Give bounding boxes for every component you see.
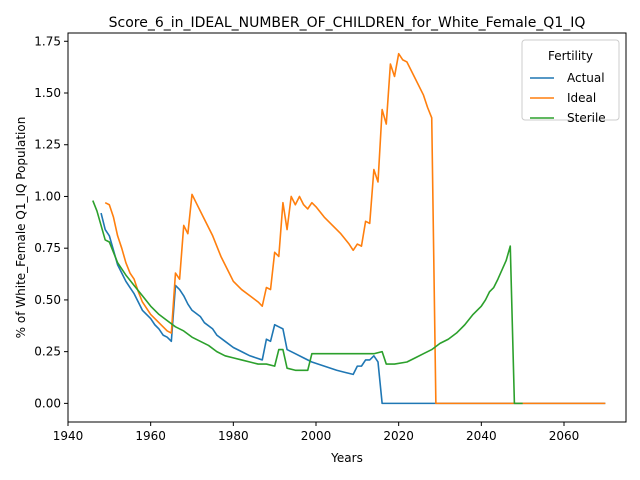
plot-frame [67, 32, 627, 423]
series-lines [92, 52, 606, 405]
series-line-actual [100, 212, 606, 405]
y-tick-label: 0.75 [34, 241, 61, 255]
legend-label-sterile: Sterile [567, 111, 606, 125]
y-axis-title: % of White_Female Q1_IQ Population [14, 117, 28, 339]
x-tick-label: 2040 [466, 429, 497, 443]
legend-label-ideal: Ideal [567, 91, 596, 105]
x-axis: 1940 1960 1980 2000 2020 2040 2060 [53, 422, 580, 443]
x-tick-label: 2000 [301, 429, 332, 443]
x-axis-title: Years [330, 451, 363, 465]
y-tick-label: 1.75 [34, 34, 61, 48]
y-tick-label: 1.00 [34, 189, 61, 203]
legend-items: Actual Ideal Sterile [530, 71, 606, 125]
y-tick-label: 0.00 [34, 396, 61, 410]
chart-title: Score_6_in_IDEAL_NUMBER_OF_CHILDREN_for_… [109, 15, 586, 31]
y-tick-label: 0.50 [34, 293, 61, 307]
x-tick-label: 2020 [383, 429, 414, 443]
y-axis: 0.00 0.25 0.50 0.75 1.00 1.25 1.50 1.75 [34, 34, 68, 410]
legend-title: Fertility [548, 49, 593, 63]
series-line-ideal [104, 52, 606, 405]
legend-label-actual: Actual [567, 71, 605, 85]
series-line-sterile [92, 200, 523, 405]
y-tick-label: 1.50 [34, 86, 61, 100]
legend: Fertility Actual Ideal Sterile [521, 39, 620, 125]
x-tick-label: 1980 [218, 429, 249, 443]
legend-box [521, 39, 620, 121]
x-tick-label: 1940 [53, 429, 84, 443]
y-tick-label: 1.25 [34, 138, 61, 152]
x-tick-label: 2060 [549, 429, 580, 443]
y-tick-label: 0.25 [34, 345, 61, 359]
x-tick-label: 1960 [135, 429, 166, 443]
